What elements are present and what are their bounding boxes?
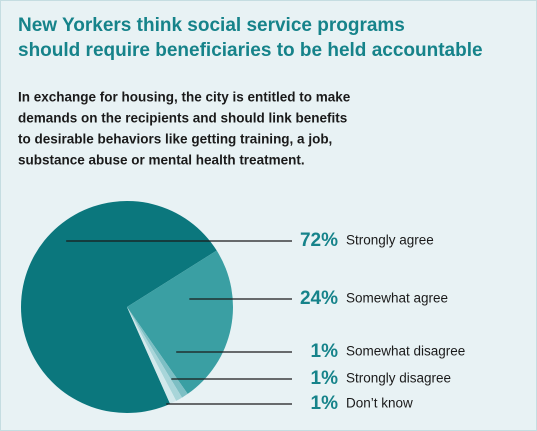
category-label: Strongly agree [346,233,434,248]
subtitle: demands on the recipients and should lin… [18,111,347,126]
category-label: Strongly disagree [346,371,451,386]
value-label: 24% [300,288,338,309]
value-label: 1% [311,368,339,389]
subtitle: substance abuse or mental health treatme… [18,153,305,168]
value-label: 72% [300,230,338,251]
value-label: 1% [311,393,339,414]
pie-slice [127,307,188,398]
pie-slice [127,250,233,394]
chart-title: New Yorkers think social service program… [18,15,405,36]
category-label: Somewhat disagree [346,344,465,359]
pie-slice [21,200,217,413]
pie-slice [127,307,177,404]
category-label: Don’t know [346,396,413,411]
chart-title: should require beneficiaries to be held … [18,40,483,61]
category-label: Somewhat agree [346,291,448,306]
value-label: 1% [311,341,339,362]
pie-slice [127,307,183,401]
subtitle: In exchange for housing, the city is ent… [18,90,351,105]
subtitle: to desirable behaviors like getting trai… [18,132,332,147]
